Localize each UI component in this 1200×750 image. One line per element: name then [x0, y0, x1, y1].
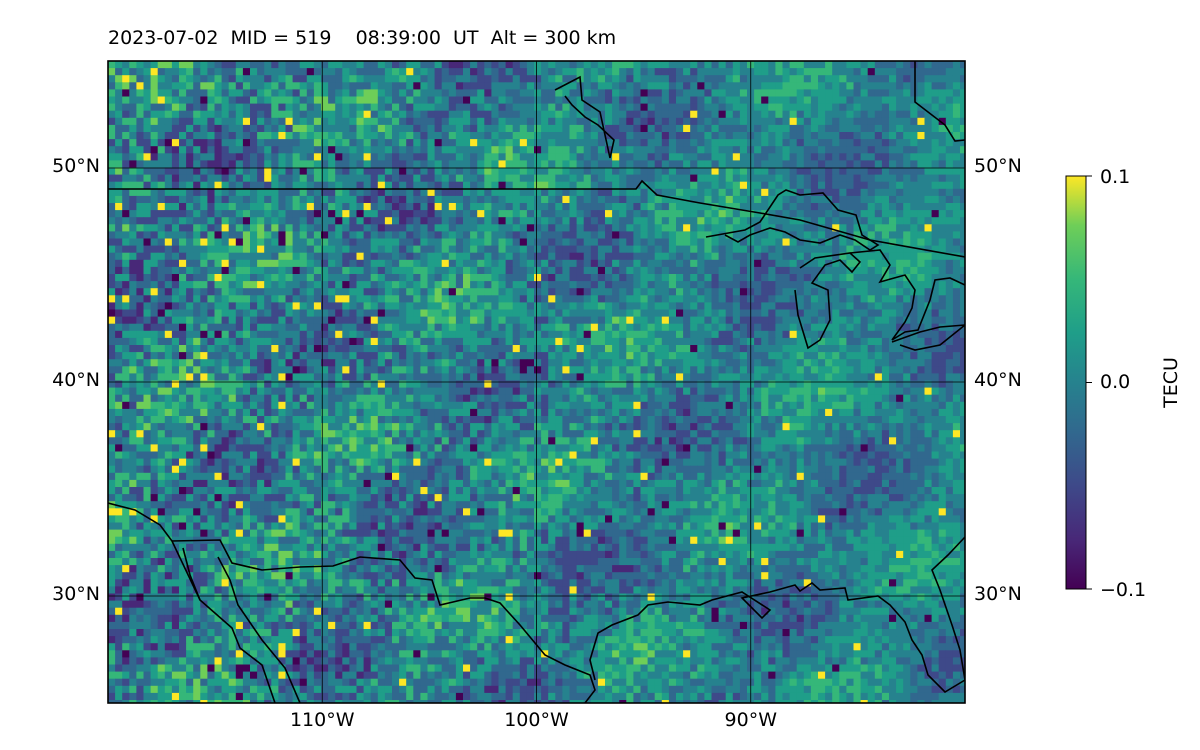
colorbar-gradient: [1065, 175, 1087, 590]
lon-label-1: 100°W: [504, 709, 569, 731]
tec-map: [107, 60, 966, 704]
coastlines-and-borders: [108, 61, 965, 703]
james-bay-coast: [554, 75, 615, 159]
map-gridlines: [108, 61, 965, 703]
map-frame: [107, 60, 966, 704]
lat-label-left-2: 30°N: [52, 583, 100, 605]
tec-heatmap: [108, 61, 965, 703]
lat-label-right-0: 50°N: [974, 155, 1022, 177]
title-date: 2023-07-02: [108, 27, 219, 49]
lake-huron-shore: [849, 249, 965, 341]
colorbar-tick-max: 0.1: [1100, 166, 1131, 188]
atlantic-coast: [931, 536, 965, 681]
baja-gulf-coast: [217, 556, 301, 703]
lake-erie-shore: [891, 324, 965, 351]
lat-label-right-1: 40°N: [974, 369, 1022, 391]
lake-michigan-shore: [794, 252, 862, 350]
us-mexico-border: [171, 539, 596, 703]
lake-superior-shore: [705, 189, 880, 251]
us-canada-border: [108, 179, 965, 258]
mexico-interior-coast: [182, 547, 201, 601]
hudson-bay-coast: [914, 61, 965, 142]
figure-title: 2023-07-02 MID = 519 08:39:00 UT Alt = 3…: [108, 29, 616, 48]
title-mid: MID = 519: [230, 27, 332, 49]
colorbar-tick-zero: 0.0: [1100, 371, 1131, 393]
lon-label-0: 110°W: [289, 709, 355, 731]
gulf-coast: [589, 581, 965, 694]
lon-label-2: 90°W: [724, 709, 777, 731]
lat-label-left-1: 40°N: [52, 369, 100, 391]
lat-label-left-0: 50°N: [52, 155, 100, 177]
title-time: 08:39:00 UT: [355, 27, 479, 49]
lat-label-right-2: 30°N: [974, 583, 1022, 605]
colorbar-ticks: [1086, 175, 1092, 590]
colorbar-tick-min: −0.1: [1100, 579, 1147, 601]
title-altitude: Alt = 300 km: [490, 27, 617, 49]
colorbar-label: TECU: [1159, 357, 1182, 408]
colorbar: [1065, 175, 1092, 590]
